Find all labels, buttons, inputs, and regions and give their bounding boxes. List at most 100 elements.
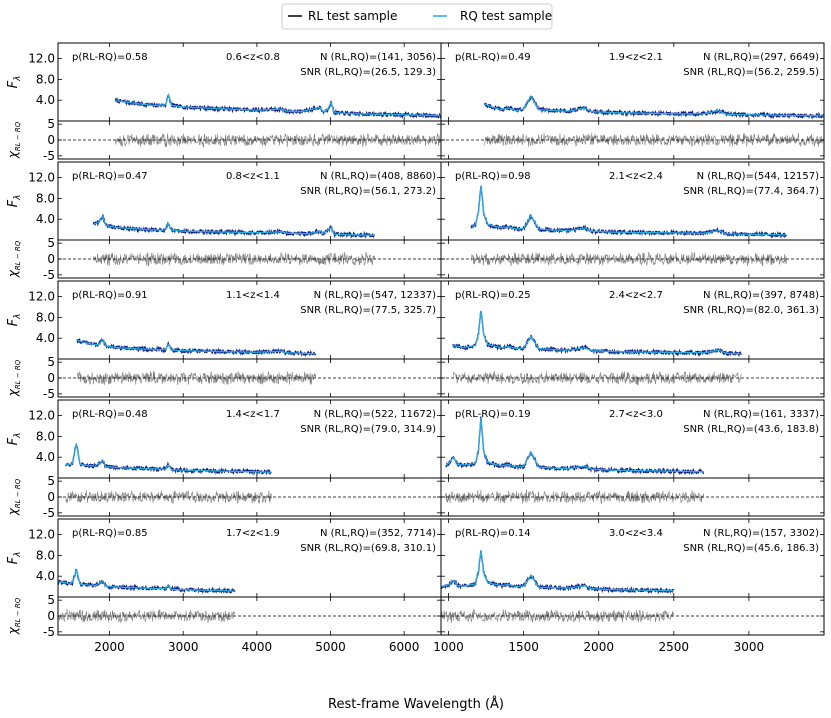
residual-series (440, 608, 675, 624)
x-tick-label: 2000 (583, 640, 614, 654)
resid-tick-label: -5 (43, 268, 55, 282)
flux-tick-label: 12.0 (28, 171, 55, 185)
resid-y-label: χRL − RQ (6, 121, 22, 159)
flux-tick-label: 8.0 (36, 72, 55, 86)
flux-y-label: Fλ (6, 433, 23, 446)
flux-y-label: Fλ (6, 195, 23, 208)
redshift-label: 2.7<z<3.0 (609, 409, 663, 420)
rq-series (452, 310, 742, 355)
snr-label: SNR (RL,RQ)=(43.6, 183.8) (683, 424, 819, 435)
resid-tick-label: 5 (47, 593, 55, 607)
panel-4: p(RL-RQ)=0.98 2.1<z<2.4 N (RL,RQ)=(544, 12… (440, 161, 825, 279)
resid-y-label: χRL − RQ (6, 359, 22, 397)
rq-series (115, 92, 442, 117)
count-label: N (RL,RQ)=(544, 12157) (697, 171, 820, 182)
resid-y-label: χRL − RQ (6, 597, 22, 635)
snr-label: SNR (RL,RQ)=(77.4, 364.7) (683, 186, 819, 197)
flux-y-label: Fλ (6, 552, 23, 565)
snr-label: SNR (RL,RQ)=(77.5, 325.7) (300, 305, 436, 316)
flux-tick-label: 4.0 (36, 93, 55, 107)
resid-tick-label: 5 (47, 474, 55, 488)
flux-tick-label: 4.0 (36, 331, 55, 345)
x-tick-label: 4000 (242, 640, 273, 654)
residual-series (115, 133, 442, 148)
rq-series (484, 95, 825, 117)
redshift-label: 2.1<z<2.4 (609, 171, 663, 182)
panel-10: 1000 1500 2000 2500 3000 p(RL-RQ)=0.14 3.0<z<3… (433, 518, 825, 654)
p-value-label: p(RL-RQ)=0.48 (72, 409, 148, 420)
rq-series (470, 186, 787, 236)
panel-7: 4.0 8.0 12.0 -5 0 5 Fλ χRL − RQ p(RL-RQ)=0.48 1.4… (6, 399, 442, 520)
p-value-label: p(RL-RQ)=0.91 (72, 290, 148, 301)
resid-y-label: χRL − RQ (6, 478, 22, 516)
residual-series (445, 489, 705, 505)
x-tick-label: 3000 (734, 640, 765, 654)
flux-tick-label: 8.0 (36, 548, 55, 562)
rl-series (483, 96, 825, 120)
panel-3: 4.0 8.0 12.0 -5 0 5 Fλ χRL − RQ p(RL-RQ)=0.47 0.8… (6, 161, 442, 282)
count-label: N (RL,RQ)=(352, 7714) (320, 528, 436, 539)
flux-tick-label: 12.0 (28, 290, 55, 304)
resid-tick-label: 5 (47, 236, 55, 250)
flux-y-label: Fλ (6, 314, 23, 327)
redshift-label: 0.6<z<0.8 (226, 52, 280, 63)
count-label: N (RL,RQ)=(141, 3056) (320, 52, 436, 63)
flux-tick-label: 12.0 (28, 409, 55, 423)
count-label: N (RL,RQ)=(297, 6649) (703, 52, 819, 63)
panels: 4.0 8.0 12.0 -5 0 5 Fλ χRL − RQ p(RL-RQ)=0.58 0.6… (6, 42, 825, 654)
count-label: N (RL,RQ)=(547, 12337) (314, 290, 437, 301)
snr-label: SNR (RL,RQ)=(26.5, 129.3) (300, 67, 436, 78)
p-value-label: p(RL-RQ)=0.85 (72, 528, 148, 539)
count-label: N (RL,RQ)=(397, 8748) (703, 290, 819, 301)
resid-tick-label: 0 (47, 609, 55, 623)
panel-5: 4.0 8.0 12.0 -5 0 5 Fλ χRL − RQ p(RL-RQ)=0.91 1.1… (6, 280, 442, 401)
resid-tick-label: -5 (43, 506, 55, 520)
legend-rq-label: RQ test sample (460, 9, 552, 23)
count-label: N (RL,RQ)=(408, 8860) (320, 171, 436, 182)
resid-tick-label: 0 (47, 133, 55, 147)
flux-tick-label: 12.0 (28, 52, 55, 66)
redshift-label: 1.9<z<2.1 (609, 52, 663, 63)
rq-series (76, 338, 316, 355)
resid-tick-label: 5 (47, 117, 55, 131)
snr-label: SNR (RL,RQ)=(45.6, 186.3) (683, 543, 819, 554)
p-value-label: p(RL-RQ)=0.47 (72, 171, 148, 182)
x-tick-label: 1500 (508, 640, 539, 654)
p-value-label: p(RL-RQ)=0.49 (455, 52, 531, 63)
snr-label: SNR (RL,RQ)=(82.0, 361.3) (683, 305, 819, 316)
resid-tick-label: 0 (47, 490, 55, 504)
redshift-label: 3.0<z<3.4 (609, 528, 663, 539)
count-label: N (RL,RQ)=(161, 3337) (703, 409, 819, 420)
rl-series (57, 568, 236, 595)
count-label: N (RL,RQ)=(522, 11672) (314, 409, 437, 420)
panel-6: p(RL-RQ)=0.25 2.4<z<2.7 N (RL,RQ)=(397, 87… (440, 280, 825, 398)
flux-tick-label: 4.0 (36, 450, 55, 464)
residual-series (470, 252, 787, 267)
snr-label: SNR (RL,RQ)=(56.2, 259.5) (683, 67, 819, 78)
legend: RL test sample RQ test sample (281, 3, 553, 30)
residual-series (76, 371, 317, 386)
flux-tick-label: 4.0 (36, 569, 55, 583)
rl-series (440, 550, 675, 595)
rl-series (65, 444, 272, 476)
redshift-label: 0.8<z<1.1 (226, 171, 280, 182)
p-value-label: p(RL-RQ)=0.58 (72, 52, 148, 63)
residual-series (57, 608, 236, 623)
x-tick-label: 1000 (433, 640, 464, 654)
flux-tick-label: 8.0 (36, 429, 55, 443)
x-tick-label: 3000 (168, 640, 199, 654)
x-tick-label: 5000 (315, 640, 346, 654)
panel-9: 4.0 8.0 12.0 -5 0 5 Fλ χRL − RQ 2000 3000 4000 5000… (6, 518, 442, 654)
resid-tick-label: -5 (43, 625, 55, 639)
rl-series (452, 310, 742, 357)
panel-8: p(RL-RQ)=0.19 2.7<z<3.0 N (RL,RQ)=(161, 33… (440, 399, 825, 517)
residual-series (65, 489, 272, 504)
p-value-label: p(RL-RQ)=0.25 (455, 290, 531, 301)
resid-tick-label: -5 (43, 387, 55, 401)
flux-tick-label: 8.0 (36, 191, 55, 205)
snr-label: SNR (RL,RQ)=(69.8, 310.1) (300, 543, 436, 554)
snr-label: SNR (RL,RQ)=(79.0, 314.9) (300, 424, 436, 435)
rq-series (57, 568, 235, 592)
p-value-label: p(RL-RQ)=0.14 (455, 528, 531, 539)
x-tick-label: 6000 (389, 640, 420, 654)
